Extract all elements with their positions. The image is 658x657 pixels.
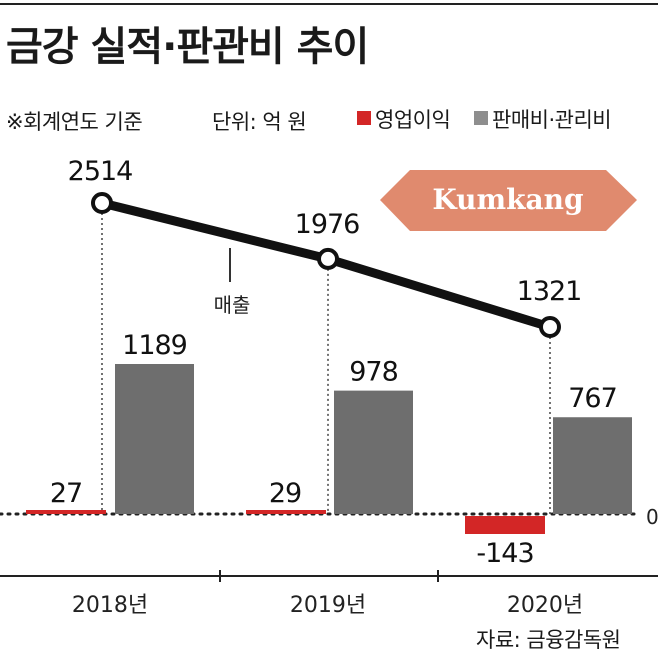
bar-layer (26, 364, 632, 534)
x-tick-label: 2020년 (507, 593, 583, 618)
bar-operating-profit (465, 516, 545, 534)
bar-sga (115, 364, 194, 514)
revenue-value-label: 2514 (68, 156, 133, 187)
basis-note: ※회계연도 기준 (6, 110, 143, 134)
operating-profit-value-label: 27 (50, 478, 82, 509)
sga-value-label: 767 (568, 383, 617, 414)
revenue-value-label: 1321 (517, 276, 582, 307)
revenue-point (539, 316, 561, 338)
line-layer (91, 192, 561, 338)
source-note: 자료: 금융감독원 (476, 628, 621, 652)
revenue-line (100, 198, 552, 332)
zero-label: 0 (646, 505, 658, 529)
guide-layer (0, 213, 642, 516)
bar-operating-profit (26, 510, 106, 514)
sga-value-label: 978 (349, 357, 398, 388)
legend-swatch-gray (474, 111, 488, 125)
revenue-point (91, 192, 113, 214)
legend-item-operating-profit: 영업이익 (357, 104, 451, 134)
bar-operating-profit (246, 510, 326, 514)
legend-swatch-red (357, 111, 371, 125)
x-tick-label: 2019년 (290, 593, 366, 618)
legend-label-sga: 판매비·관리비 (492, 108, 612, 132)
operating-profit-value-label: 29 (269, 478, 301, 509)
kumkang-logo: Kumkang (380, 170, 637, 231)
legend-label-operating-profit: 영업이익 (375, 108, 451, 132)
logo-text: Kumkang (432, 183, 583, 216)
bar-sga (334, 390, 413, 514)
operating-profit-value-label: -143 (476, 538, 533, 569)
sga-value-label: 1189 (122, 330, 187, 361)
logo-shape (380, 170, 637, 231)
revenue-series-label: 매출 (214, 293, 251, 317)
legend-item-sga: 판매비·관리비 (474, 104, 612, 134)
x-tick-label: 2018년 (72, 593, 148, 618)
unit-note: 단위: 억 원 (212, 110, 307, 134)
revenue-point (317, 247, 339, 270)
label-layer: 2514 1976 1321 1189 978 767 27 29 -143 2018년 2019년… (50, 156, 618, 618)
revenue-value-label: 1976 (295, 209, 360, 240)
chart-title: 금강 실적·판관비 추이 (6, 24, 369, 70)
bar-sga (553, 417, 632, 514)
